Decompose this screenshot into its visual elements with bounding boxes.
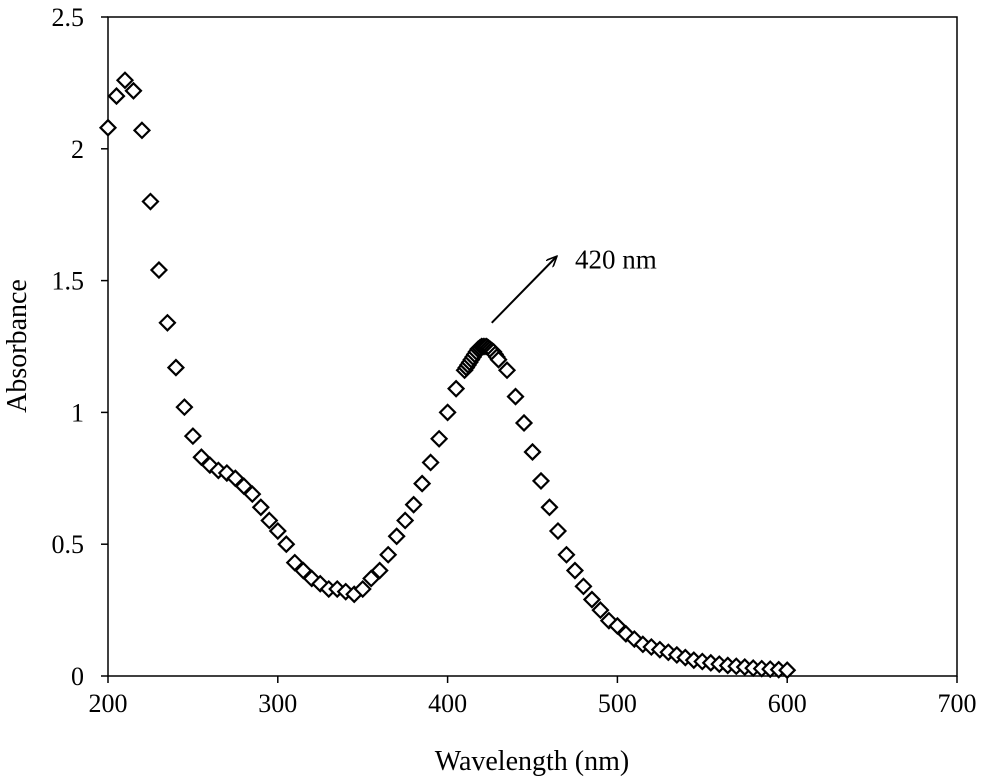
data-point — [115, 71, 135, 90]
data-point — [404, 495, 423, 514]
y-tick-label: 1 — [71, 398, 84, 427]
data-point — [251, 498, 270, 517]
peak-annotation-label: 420 nm — [575, 245, 657, 275]
y-tick-label: 2.5 — [52, 3, 85, 32]
data-point — [565, 561, 585, 580]
data-point — [582, 590, 601, 609]
x-axis-title: Wavelength (nm) — [435, 746, 629, 777]
data-point — [514, 413, 534, 432]
y-axis-ticks: 0 0.5 1 1.5 2 2.5 — [52, 3, 108, 691]
x-tick-label: 600 — [768, 689, 807, 718]
data-point — [260, 511, 279, 530]
data-point — [268, 521, 287, 541]
data-point — [132, 121, 152, 140]
data-point — [540, 498, 559, 517]
data-point — [98, 118, 118, 137]
data-point — [149, 261, 168, 280]
data-point — [277, 535, 296, 554]
data-point — [548, 521, 568, 541]
data-point — [413, 474, 432, 493]
data-point — [557, 545, 576, 564]
plot-frame — [107, 16, 958, 677]
data-point — [379, 545, 398, 564]
data-point — [175, 398, 194, 417]
x-tick-label: 700 — [938, 689, 977, 718]
data-point — [243, 485, 262, 504]
data-point — [124, 81, 143, 100]
data-point — [506, 387, 525, 406]
data-point — [523, 442, 542, 461]
data-point — [387, 527, 406, 546]
data-point — [531, 471, 551, 490]
data-point — [166, 358, 185, 377]
data-point — [430, 429, 449, 448]
data-point — [497, 361, 517, 380]
data-point — [591, 601, 610, 620]
y-tick-label: 0.5 — [52, 530, 85, 559]
y-tick-label: 2 — [71, 135, 84, 164]
data-points — [98, 71, 797, 680]
data-point — [396, 511, 415, 530]
data-point — [438, 403, 457, 422]
data-point — [353, 579, 372, 599]
y-tick-label: 1.5 — [52, 267, 85, 296]
y-tick-label: 0 — [71, 662, 84, 691]
x-tick-label: 400 — [428, 689, 467, 718]
y-axis-title: Absorbance — [2, 279, 33, 413]
data-point — [778, 661, 797, 680]
data-point — [370, 561, 389, 580]
data-point — [421, 453, 440, 472]
x-axis-ticks: 200 300 400 500 600 700 — [89, 676, 977, 718]
x-tick-label: 200 — [89, 689, 128, 718]
data-point — [447, 379, 466, 398]
data-point — [574, 577, 593, 596]
data-point — [489, 350, 508, 369]
peak-annotation-arrow — [491, 257, 557, 324]
data-point — [107, 87, 126, 106]
x-tick-label: 300 — [258, 689, 297, 718]
data-point — [158, 313, 177, 332]
x-tick-label: 500 — [598, 689, 637, 718]
data-point — [183, 427, 202, 446]
data-point — [141, 192, 160, 211]
